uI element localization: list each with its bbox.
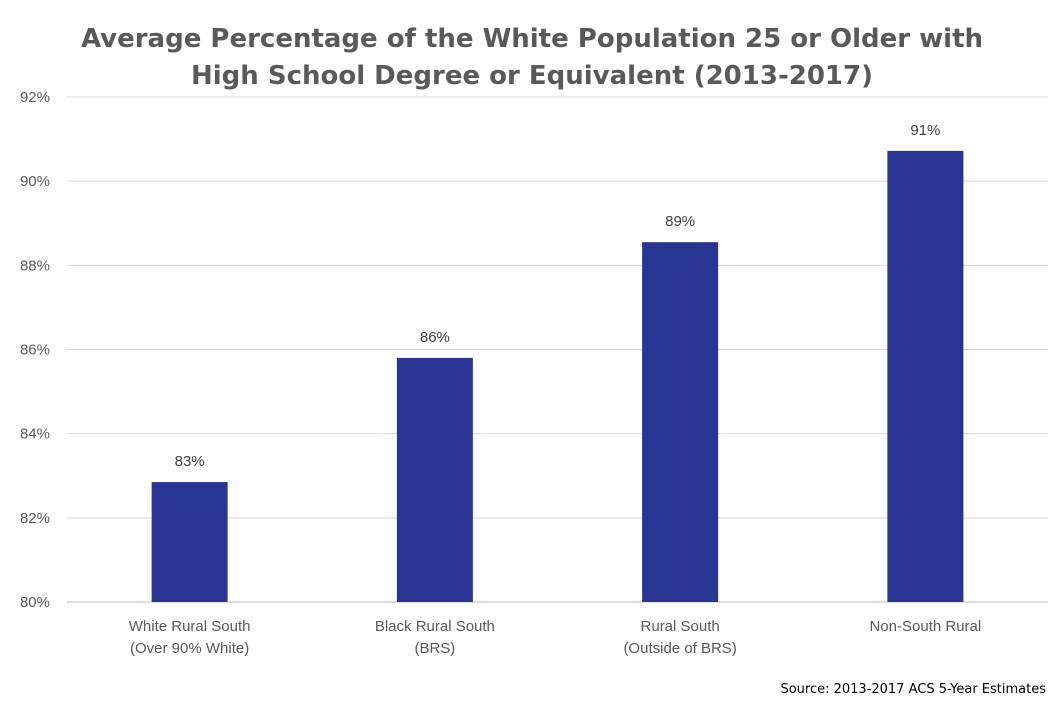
data-label: 89% xyxy=(665,213,695,230)
x-tick-label: Black Rural South xyxy=(375,618,495,635)
y-tick-label: 90% xyxy=(20,173,50,190)
y-tick-label: 86% xyxy=(20,342,50,359)
data-label: 91% xyxy=(910,122,940,139)
data-label: 86% xyxy=(420,329,450,346)
x-tick-label: (BRS) xyxy=(414,640,455,657)
x-tick-label: Non-South Rural xyxy=(870,618,982,635)
source-note: Source: 2013-2017 ACS 5-Year Estimates xyxy=(780,682,1046,697)
x-tick-label: (Over 90% White) xyxy=(130,640,249,657)
x-tick-label: White Rural South xyxy=(129,618,251,635)
bar xyxy=(151,482,228,602)
bar xyxy=(887,150,964,602)
bar xyxy=(642,242,719,602)
chart-title-line-1: Average Percentage of the White Populati… xyxy=(80,24,984,54)
chart-title-line-2: High School Degree or Equivalent (2013-2… xyxy=(191,61,873,91)
data-label: 83% xyxy=(175,453,205,470)
bar xyxy=(396,357,473,602)
y-tick-label: 82% xyxy=(20,510,50,527)
y-tick-label: 88% xyxy=(20,257,50,274)
x-tick-label: (Outside of BRS) xyxy=(623,640,736,657)
x-tick-label: Rural South xyxy=(641,618,720,635)
y-tick-label: 80% xyxy=(20,594,50,611)
y-tick-label: 84% xyxy=(20,426,50,443)
y-tick-label: 92% xyxy=(20,89,50,106)
